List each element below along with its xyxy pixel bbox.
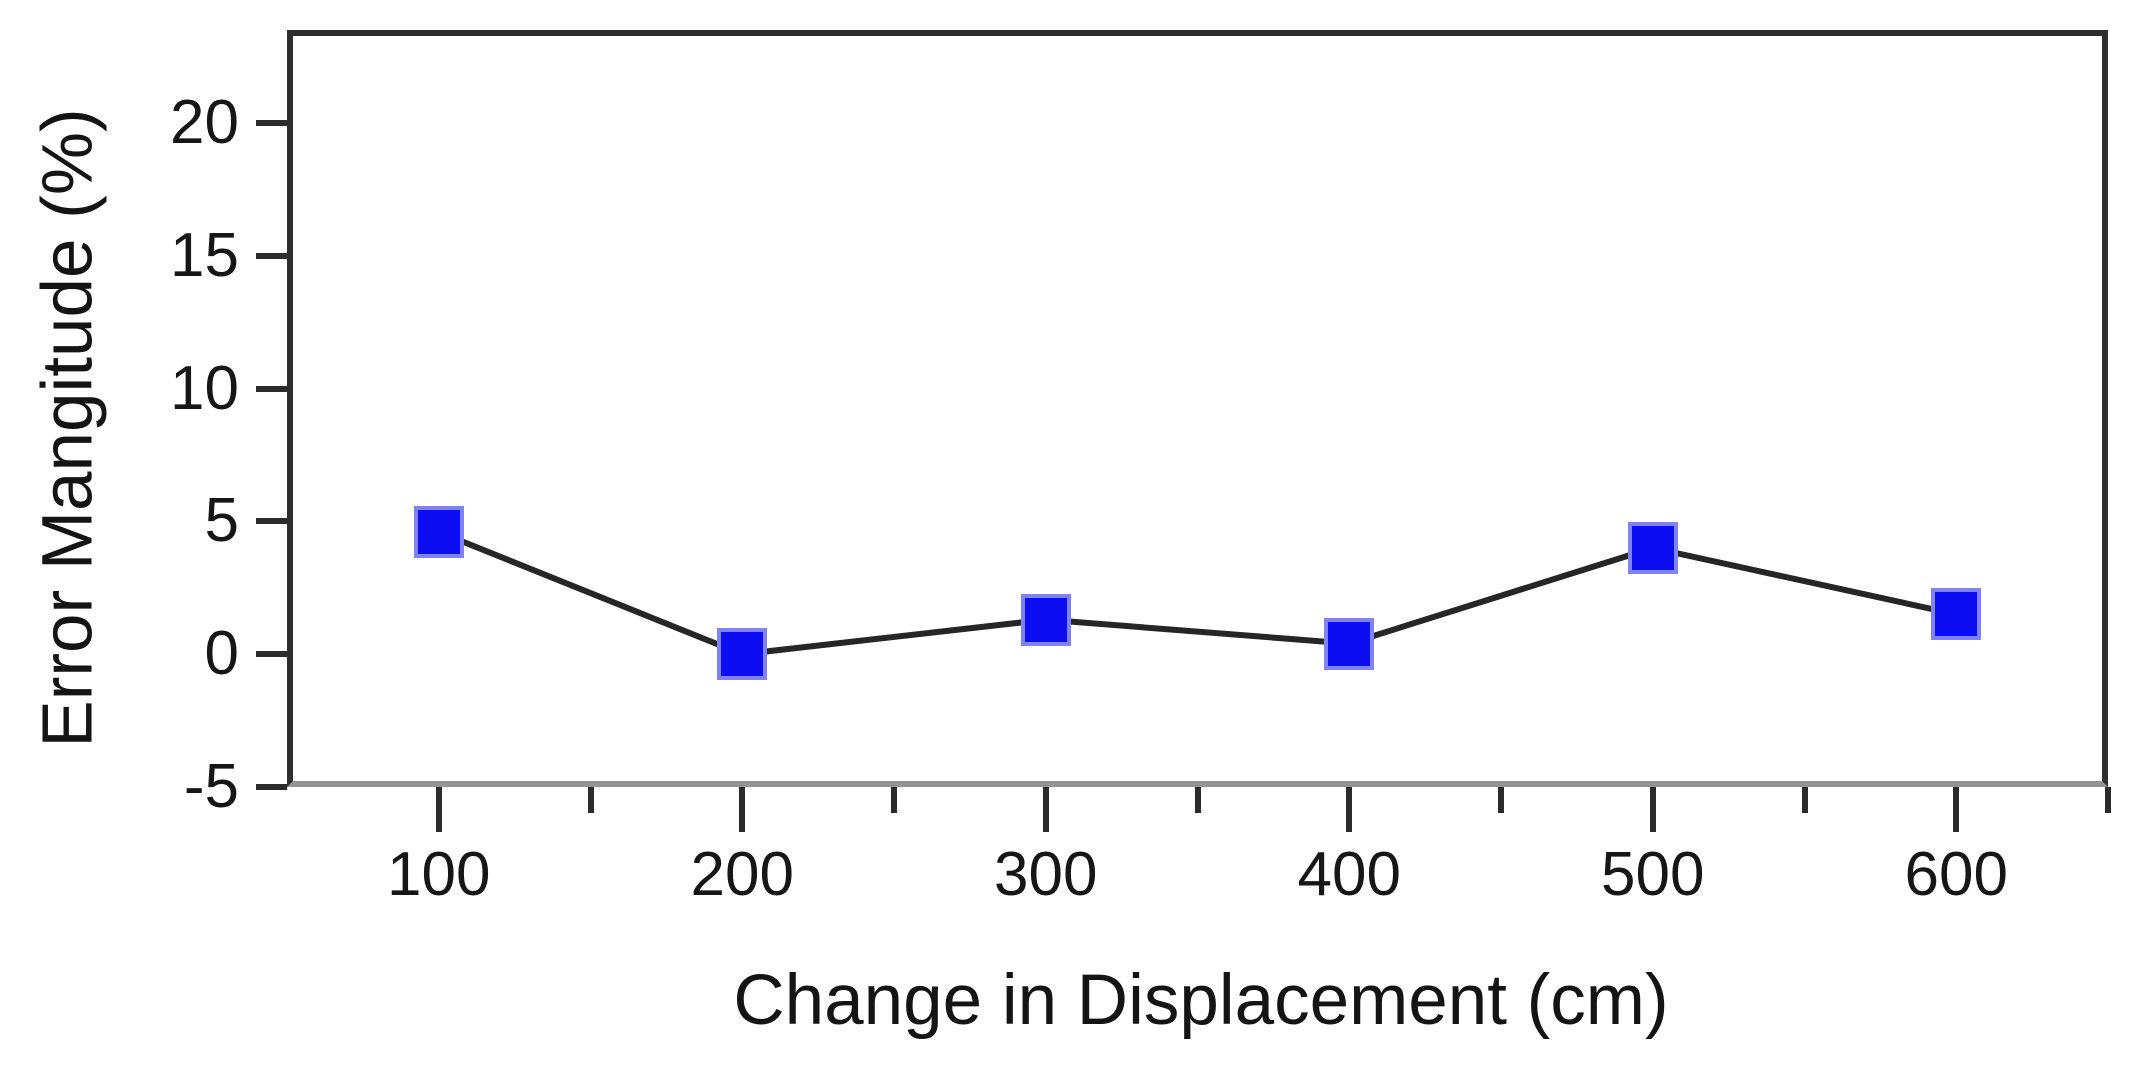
data-point-marker [413,506,464,558]
y-tick-label: 5 [204,486,239,556]
y-tick-label: 20 [170,87,239,157]
x-major-tick [1649,787,1656,832]
x-tick-label: 100 [387,840,491,909]
x-major-tick [739,787,746,832]
y-tick [256,518,287,525]
y-tick [256,119,287,126]
x-minor-tick [1498,787,1504,813]
plot-frame [287,30,2108,787]
y-tick [256,784,287,790]
x-minor-tick [1194,787,1201,813]
x-major-tick [1042,787,1049,832]
x-minor-tick [587,787,594,813]
y-tick-label: -5 [183,752,239,821]
x-major-tick [1346,787,1353,832]
y-tick [256,385,287,392]
data-point-marker [1020,593,1071,646]
data-point-marker [1324,617,1375,670]
y-axis-title: Error Mangitude (%) [28,108,108,748]
x-major-tick [435,787,442,832]
x-minor-tick [2105,787,2111,813]
y-tick [256,651,287,658]
data-point-marker [1627,521,1678,574]
y-tick [256,252,287,259]
series-line [437,529,1957,658]
x-tick-label: 600 [1904,840,2008,909]
data-point-marker [1931,588,1982,641]
data-point-marker [717,628,768,681]
x-tick-label: 300 [994,840,1098,909]
x-major-tick [1953,787,1960,832]
x-tick-label: 400 [1297,840,1401,909]
y-tick-label: 15 [170,220,239,290]
x-tick-label: 200 [690,840,794,909]
x-minor-tick [891,787,897,813]
y-tick-label: 0 [204,619,239,689]
y-tick-label: 10 [170,353,239,423]
x-minor-tick [1801,787,1808,813]
x-tick-label: 500 [1601,840,1705,909]
x-axis-title: Change in Displacement (cm) [733,961,1669,1040]
